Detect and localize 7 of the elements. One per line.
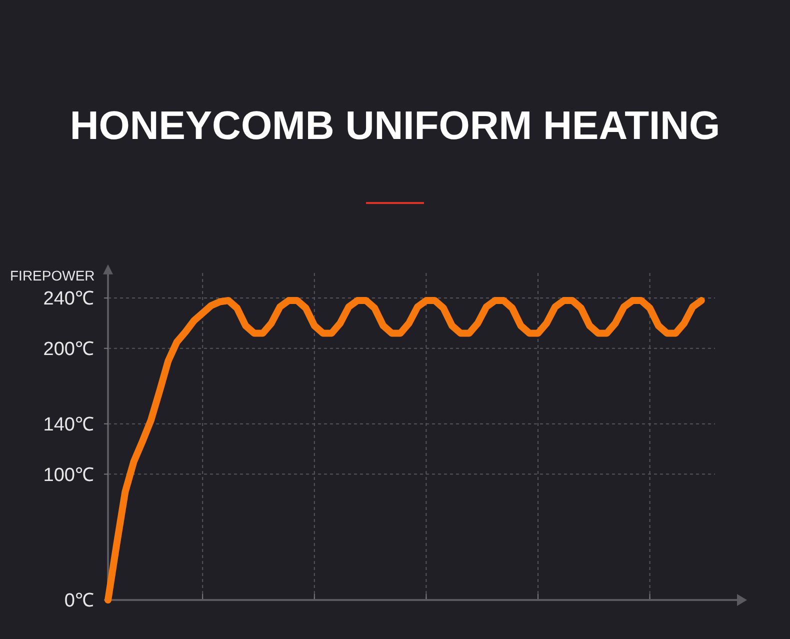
- y-tick-label: 200℃: [43, 338, 94, 360]
- y-axis-title: FIREPOWER: [10, 267, 95, 284]
- y-tick-label: 140℃: [43, 414, 94, 436]
- y-tick-label: 100℃: [43, 464, 94, 486]
- y-tick-label: 240℃: [43, 288, 94, 310]
- y-tick-label: 0℃: [64, 590, 94, 612]
- chart-title: HONEYCOMB UNIFORM HEATING: [70, 104, 720, 148]
